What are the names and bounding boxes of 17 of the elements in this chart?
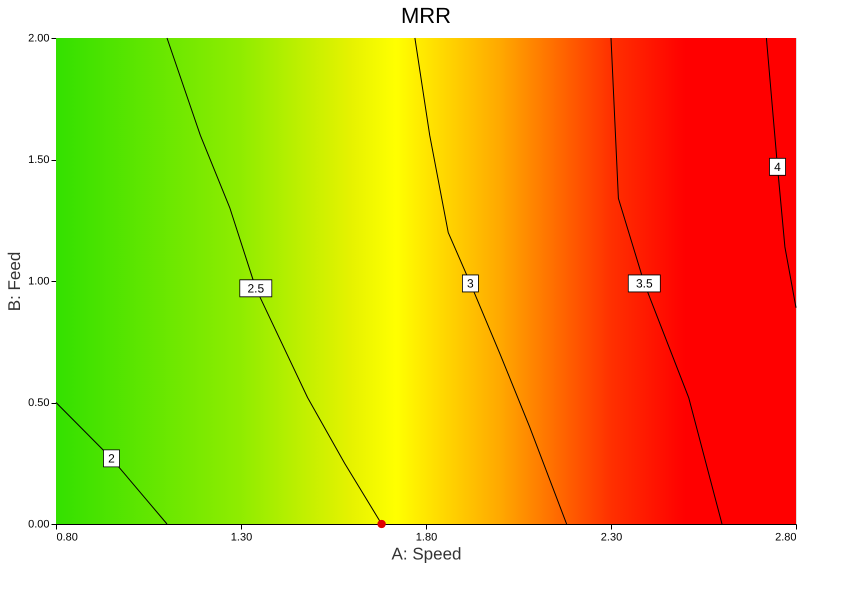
y-tick-label: 0.50 — [28, 397, 50, 409]
x-tick-label: 1.30 — [230, 532, 252, 544]
series-label: 2 — [108, 451, 116, 466]
y-tick-label: 0.00 — [28, 518, 50, 530]
series-label: 3 — [467, 276, 474, 290]
x-tick-label: 2.80 — [775, 532, 796, 544]
y-axis-title: B: Feed — [5, 252, 24, 312]
x-tick-label: 2.30 — [600, 532, 622, 544]
series-label: 4 — [774, 160, 782, 174]
chart-title: MRR — [400, 3, 452, 28]
y-tick-label: 1.00 — [28, 276, 50, 288]
x-axis-title: A: Speed — [392, 544, 462, 564]
y-tick-label: 1.50 — [28, 154, 50, 166]
x-tick-label: 0.80 — [56, 532, 78, 544]
x-tick-label: 1.80 — [416, 532, 438, 544]
y-tick-label: 2.00 — [28, 32, 50, 44]
line-series — [766, 38, 796, 308]
